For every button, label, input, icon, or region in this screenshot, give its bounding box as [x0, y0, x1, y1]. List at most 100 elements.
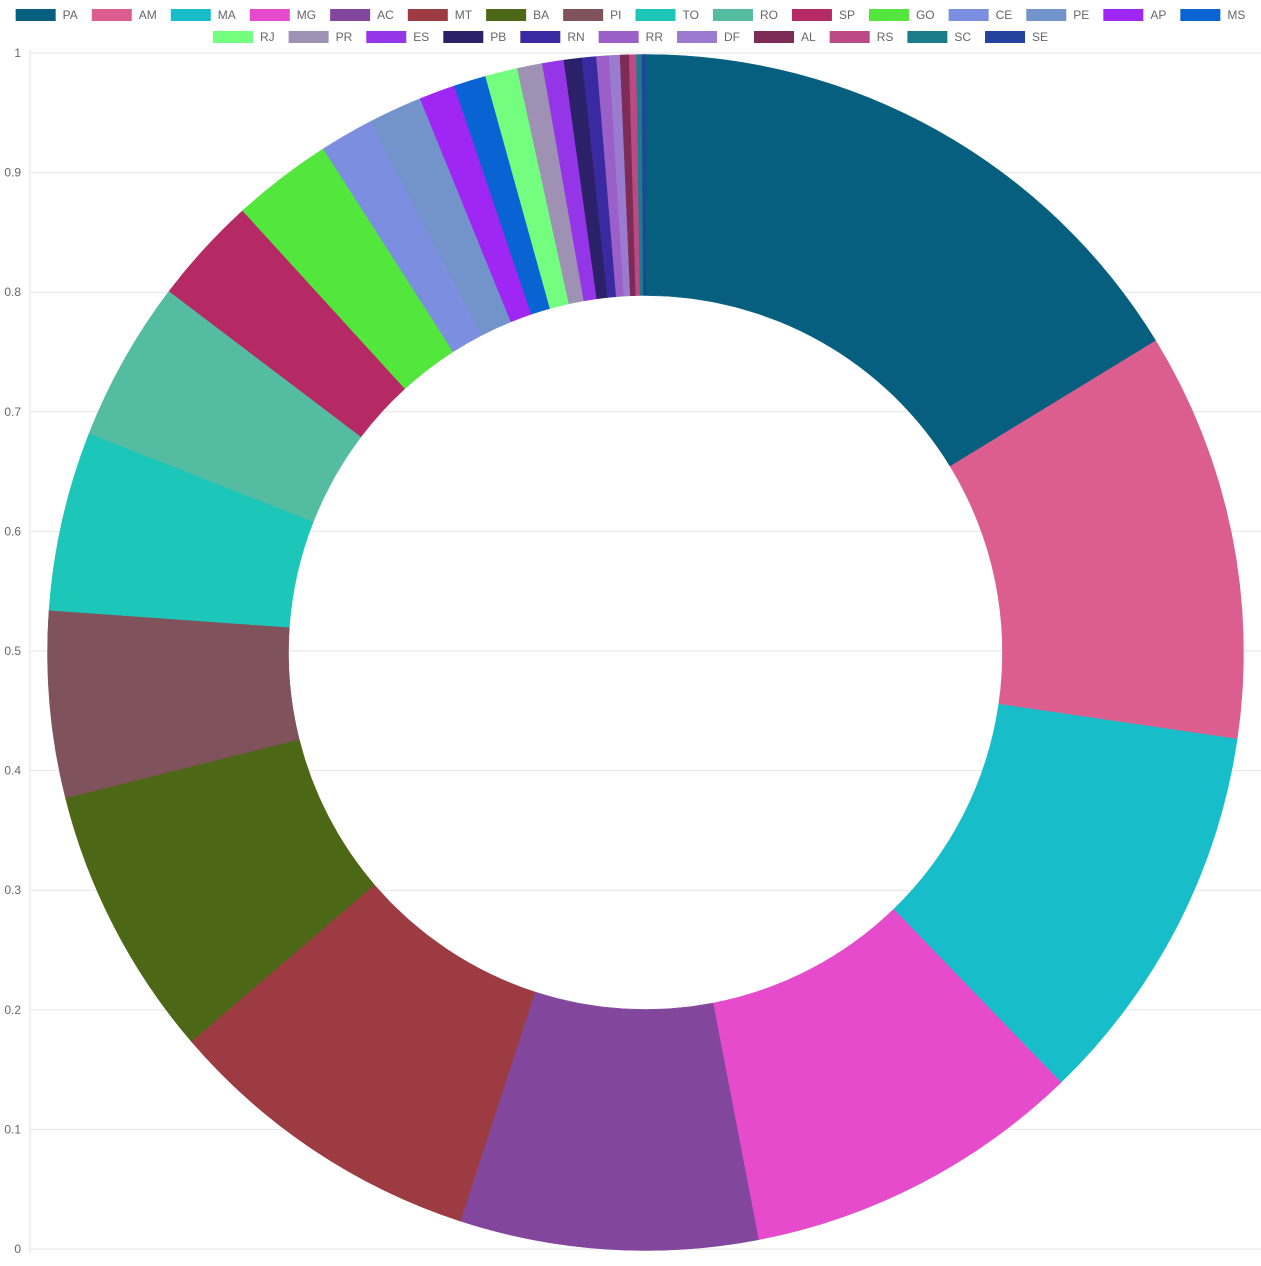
legend-item-pa[interactable]: PA [15, 8, 78, 22]
y-tick-label: 0.5 [4, 644, 21, 658]
legend-item-pi[interactable]: PI [563, 8, 621, 22]
legend-item-pr[interactable]: PR [288, 30, 353, 44]
legend-swatch [486, 9, 527, 21]
y-tick-label: 0.3 [4, 883, 21, 897]
legend-label: PB [490, 30, 506, 44]
legend-item-ma[interactable]: MA [170, 8, 236, 22]
y-tick-label: 0.9 [4, 166, 21, 180]
legend-swatch [1026, 9, 1067, 21]
legend-swatch [407, 9, 448, 21]
legend-swatch [985, 31, 1026, 43]
legend-label: PA [63, 8, 78, 22]
legend-swatch [754, 31, 795, 43]
legend-item-ro[interactable]: RO [712, 8, 778, 22]
legend-label: SP [839, 8, 855, 22]
legend-label: MT [455, 8, 473, 22]
legend-item-am[interactable]: AM [91, 8, 157, 22]
legend-label: CE [996, 8, 1013, 22]
y-tick-label: 1 [14, 46, 21, 60]
legend-item-se[interactable]: SE [985, 30, 1048, 44]
legend-label: RN [567, 30, 584, 44]
legend-swatch [91, 9, 132, 21]
legend-item-sc[interactable]: SC [907, 30, 971, 44]
legend-item-go[interactable]: GO [868, 8, 935, 22]
legend-item-ce[interactable]: CE [948, 8, 1013, 22]
y-tick-label: 0.6 [4, 524, 21, 538]
legend-label: SE [1032, 30, 1048, 44]
slice-mt[interactable] [190, 884, 536, 1222]
legend-swatch [598, 31, 639, 43]
legend-swatch [948, 9, 989, 21]
y-tick-label: 0.8 [4, 285, 21, 299]
legend-swatch [635, 9, 676, 21]
slice-se[interactable] [641, 54, 646, 296]
y-tick-label: 0.7 [4, 405, 21, 419]
legend-item-df[interactable]: DF [677, 30, 740, 44]
legend: PA AM MA MG AC MT BA PI TO RO SP GO CE PE AP MS RJ PR ES PB… [15, 8, 1245, 44]
legend-swatch [212, 31, 253, 43]
legend-item-to[interactable]: TO [635, 8, 699, 22]
legend-label: ES [413, 30, 429, 44]
legend-item-rr[interactable]: RR [598, 30, 664, 44]
legend-item-mg[interactable]: MG [249, 8, 316, 22]
legend-label: MG [297, 8, 316, 22]
legend-swatch [712, 9, 753, 21]
legend-swatch [366, 31, 407, 43]
legend-label: MS [1227, 8, 1245, 22]
y-tick-label: 0.1 [4, 1122, 21, 1136]
legend-item-es[interactable]: ES [366, 30, 429, 44]
legend-item-ba[interactable]: BA [486, 8, 549, 22]
slice-pa[interactable] [645, 54, 1157, 467]
legend-swatch [677, 31, 718, 43]
legend-label: AC [377, 8, 394, 22]
legend-label: AP [1150, 8, 1166, 22]
legend-label: BA [533, 8, 549, 22]
legend-swatch [443, 31, 484, 43]
slice-am[interactable] [949, 340, 1244, 740]
legend-item-sp[interactable]: SP [791, 8, 855, 22]
y-tick-label: 0 [14, 1242, 21, 1256]
legend-label: AM [139, 8, 157, 22]
legend-item-al[interactable]: AL [754, 30, 816, 44]
legend-item-pb[interactable]: PB [443, 30, 506, 44]
legend-label: MA [218, 8, 236, 22]
legend-swatch [249, 9, 290, 21]
legend-label: RR [646, 30, 664, 44]
legend-label: DF [724, 30, 740, 44]
legend-item-ap[interactable]: AP [1103, 8, 1166, 22]
legend-swatch [15, 9, 56, 21]
slice-ma[interactable] [893, 703, 1238, 1083]
legend-label: RJ [260, 30, 275, 44]
legend-label: AL [801, 30, 816, 44]
legend-label: TO [682, 8, 698, 22]
legend-swatch [563, 9, 604, 21]
legend-swatch [791, 9, 832, 21]
y-tick-label: 0.4 [4, 764, 21, 778]
legend-swatch [170, 9, 211, 21]
legend-item-pe[interactable]: PE [1026, 8, 1089, 22]
legend-label: PI [610, 8, 621, 22]
legend-label: PR [336, 30, 353, 44]
legend-item-mt[interactable]: MT [407, 8, 473, 22]
legend-swatch [1103, 9, 1144, 21]
legend-swatch [1180, 9, 1221, 21]
legend-swatch [520, 31, 561, 43]
legend-item-rj[interactable]: RJ [212, 30, 275, 44]
legend-swatch [330, 9, 371, 21]
legend-label: RO [760, 8, 778, 22]
legend-swatch [868, 9, 909, 21]
legend-item-rs[interactable]: RS [829, 30, 894, 44]
legend-swatch [829, 31, 870, 43]
y-tick-label: 0.2 [4, 1003, 21, 1017]
legend-item-ms[interactable]: MS [1180, 8, 1245, 22]
legend-label: RS [877, 30, 894, 44]
legend-swatch [288, 31, 329, 43]
legend-item-rn[interactable]: RN [520, 30, 585, 44]
legend-label: SC [954, 30, 971, 44]
legend-label: PE [1073, 8, 1089, 22]
legend-swatch [907, 31, 948, 43]
slice-layer [47, 54, 1244, 1251]
legend-item-ac[interactable]: AC [330, 8, 394, 22]
